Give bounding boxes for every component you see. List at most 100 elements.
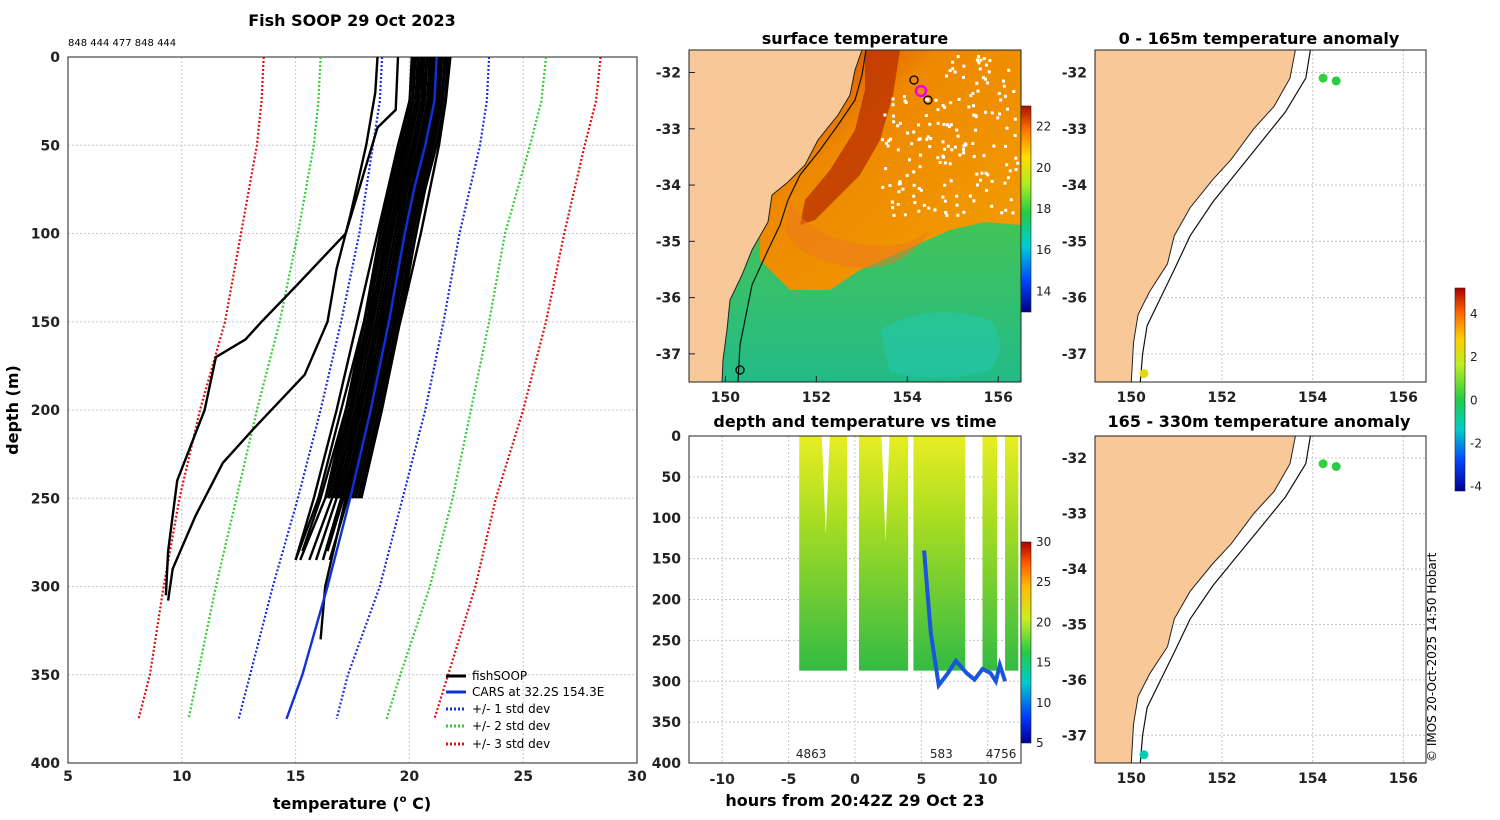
legend-label-fishsoop: fishSOOP — [472, 669, 527, 683]
sst-cloud-speckle — [905, 173, 909, 177]
anomaly-y-tick-label: -34 — [1062, 178, 1088, 194]
legend-label-std3: +/- 3 std dev — [472, 737, 550, 751]
anomaly-x-tick-label: 150 — [1117, 390, 1146, 406]
sst-cloud-speckle — [936, 121, 940, 125]
sst-cloud-speckle — [936, 108, 940, 112]
sst-cloud-speckle — [906, 131, 910, 135]
sst-cloud-speckle — [927, 206, 931, 210]
sst-x-tick-label: 150 — [711, 390, 740, 406]
anomaly-point — [1318, 459, 1328, 469]
sst-cloud-speckle — [912, 170, 916, 174]
sst-cloud-speckle — [968, 194, 972, 198]
sst-cloud-speckle — [933, 208, 937, 212]
sst-cloud-speckle — [982, 154, 986, 158]
dt-segment-gap — [821, 436, 830, 535]
sst-cloud-speckle — [963, 142, 967, 146]
sst-cloud-speckle — [924, 97, 928, 101]
sst-land — [689, 50, 863, 382]
anomaly-x-tick-label: 150 — [1117, 771, 1146, 787]
sst-cloud-speckle — [990, 204, 994, 208]
sst-cloud-speckle — [981, 76, 985, 80]
sst-cloud-speckle — [891, 206, 895, 210]
sst-cloud-speckle — [938, 161, 942, 164]
sst-cloud-speckle — [891, 97, 895, 101]
sst-cloud-speckle — [881, 138, 884, 142]
dt-y-tick-label: 200 — [652, 593, 681, 609]
sst-cloud-speckle — [946, 144, 950, 148]
sst-cloud-speckle — [984, 63, 988, 67]
dt-colorbar-tick: 10 — [1036, 696, 1051, 710]
std-dev-line — [433, 56, 602, 720]
sst-cloud-speckle — [971, 142, 975, 145]
sst-cloud-speckle — [903, 99, 907, 103]
sst-cloud-speckle — [955, 128, 959, 132]
anomaly-x-tick-label: 152 — [1207, 771, 1236, 787]
sst-cloud-speckle — [1003, 94, 1007, 98]
sst-y-tick-label: -34 — [656, 178, 682, 194]
anomaly-colorbar-tick: -2 — [1470, 436, 1482, 450]
dt-colorbar-tick: 15 — [1036, 656, 1051, 670]
sst-cloud-speckle — [962, 144, 966, 148]
anomaly-point — [1139, 750, 1149, 760]
fishsoop-profile — [341, 56, 432, 499]
sst-cloud-speckle — [897, 190, 901, 194]
sst-cloud-speckle — [908, 158, 911, 162]
sst-cloud-speckle — [962, 75, 965, 79]
sst-cloud-speckle — [934, 98, 938, 102]
sst-cool-patch — [880, 312, 1000, 379]
sst-x-tick-label: 154 — [893, 390, 922, 406]
sst-cloud-speckle — [987, 70, 991, 74]
anomaly-y-tick-label: -32 — [1062, 451, 1087, 467]
anomaly-y-tick-label: -37 — [1062, 347, 1087, 363]
sst-cloud-speckle — [943, 183, 947, 187]
sst-cloud-speckle — [1006, 176, 1010, 180]
sst-cloud-speckle — [891, 114, 895, 118]
sst-cloud-speckle — [979, 178, 982, 182]
anomaly-x-tick-label: 156 — [1389, 771, 1418, 787]
dt-y-tick-label: 0 — [671, 429, 681, 445]
sst-cloud-speckle — [990, 111, 994, 115]
sst-cloud-speckle — [928, 122, 932, 126]
anomaly-y-tick-label: -37 — [1062, 728, 1087, 744]
fishsoop-profile — [359, 56, 450, 499]
sst-colorbar-tick: 18 — [1036, 202, 1051, 216]
sst-cloud-speckle — [975, 81, 979, 85]
sst-cloud-speckle — [896, 202, 900, 206]
depth-time-colorbar-ticks: 5 10 15 20 25 30 — [1036, 535, 1051, 750]
anomaly-lower-panel: 165 - 330m temperature anomaly 150 152 154… — [1062, 412, 1427, 787]
sst-cloud-speckle — [957, 97, 961, 101]
sst-cloud-speckle — [889, 137, 892, 141]
sst-cloud-speckle — [972, 199, 976, 203]
sst-cloud-speckle — [1000, 211, 1004, 215]
dt-profile-segment — [982, 436, 998, 671]
std-dev-line — [335, 56, 491, 720]
sst-cloud-speckle — [984, 77, 987, 81]
sst-cloud-speckle — [1009, 198, 1013, 202]
sst-cloud-speckle — [1014, 168, 1018, 172]
sst-cloud-speckle — [972, 154, 976, 158]
y-tick-label: 250 — [31, 491, 60, 507]
sst-cloud-speckle — [1002, 84, 1006, 88]
sst-cloud-speckle — [976, 89, 980, 93]
anomaly-colorbar-tick: 2 — [1470, 350, 1478, 364]
anomaly-colorbar-ticks: -4 -2 0 2 4 — [1470, 307, 1482, 494]
sst-cloud-speckle — [917, 187, 921, 190]
std-dev-line — [187, 56, 322, 720]
anomaly-y-tick-label: -33 — [1062, 507, 1087, 523]
sst-cloud-speckle — [956, 55, 960, 59]
x-tick-label: 5 — [63, 769, 73, 785]
sst-cloud-speckle — [990, 179, 994, 183]
y-tick-label: 50 — [41, 138, 61, 154]
anomaly-shelf-contour — [1139, 435, 1311, 764]
anomaly-frame — [1094, 435, 1427, 764]
profile-title: Fish SOOP 29 Oct 2023 — [248, 11, 456, 30]
sst-shelf-contour — [737, 50, 867, 382]
sst-y-tick-label: -36 — [656, 291, 681, 307]
sst-cloud-speckle — [977, 55, 981, 59]
sst-cloud-speckle — [982, 57, 986, 61]
depth-time-drop-labels: 4863 583 4756 — [796, 747, 1016, 761]
sst-cloud-speckle — [943, 199, 947, 203]
sst-cloud-speckle — [925, 137, 929, 141]
sst-cloud-speckle — [890, 200, 894, 204]
sst-cloud-speckle — [912, 183, 916, 187]
